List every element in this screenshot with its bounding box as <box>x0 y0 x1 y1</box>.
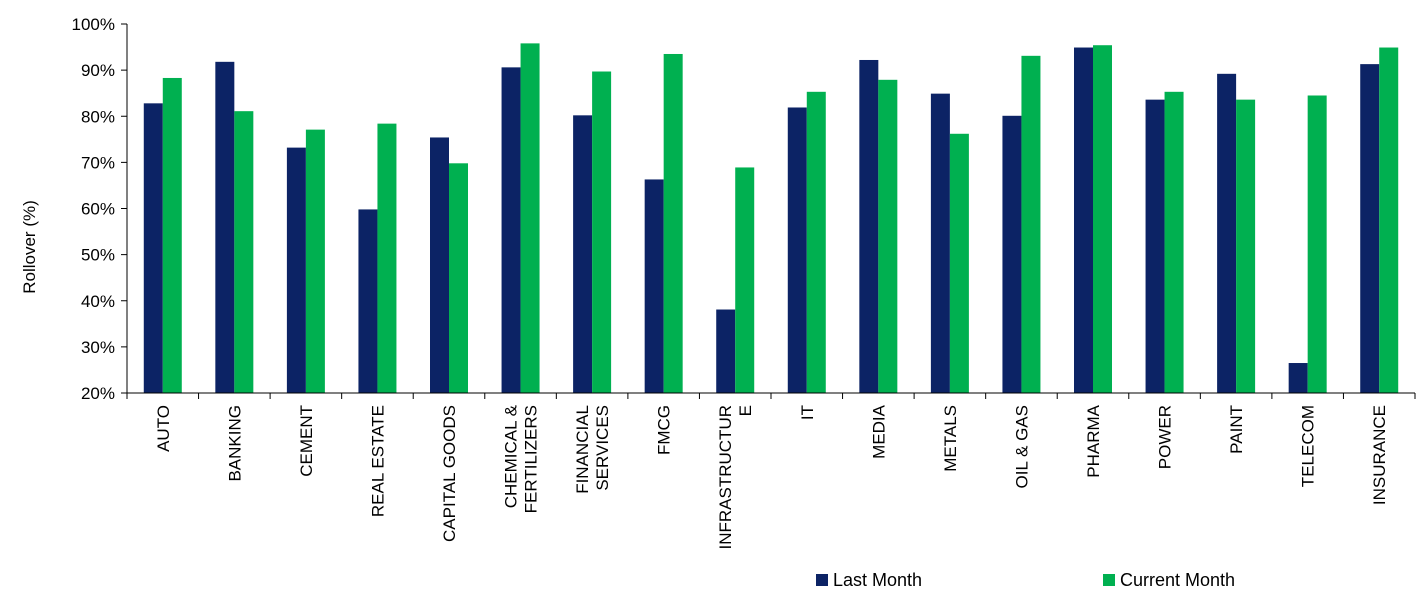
bar-last-month <box>286 147 306 393</box>
x-tick-label-line: OIL & GAS <box>1012 405 1031 488</box>
bar-last-month <box>430 137 449 393</box>
x-tick-label-line: INSURANCE <box>1370 405 1389 505</box>
bar-last-month <box>1360 64 1380 393</box>
x-tick-label-line: IT <box>798 405 817 420</box>
bar-last-month <box>501 67 521 394</box>
y-tick-label: 60% <box>81 200 115 219</box>
legend-label: Last Month <box>833 570 922 590</box>
bar-current-month <box>1379 47 1399 394</box>
y-tick-label: 30% <box>81 338 115 357</box>
x-tick-label-line: METALS <box>941 405 960 472</box>
bar-last-month <box>1288 363 1308 393</box>
bar-current-month <box>162 77 182 393</box>
bar-current-month <box>1164 91 1184 394</box>
bar-last-month <box>1217 73 1237 393</box>
y-tick-label: 80% <box>81 107 115 126</box>
x-tick-label-line: REAL ESTATE <box>368 405 387 517</box>
bar-current-month <box>878 79 898 393</box>
bar-current-month <box>449 163 468 393</box>
y-tick-label: 20% <box>81 384 115 403</box>
y-tick-label: 40% <box>81 292 115 311</box>
x-tick-label-line: TELECOM <box>1299 405 1318 487</box>
bar-last-month <box>644 179 664 393</box>
x-tick-label: INFRASTRUCTUR E <box>716 405 755 550</box>
bar-last-month <box>930 93 950 394</box>
bar-last-month <box>787 107 807 393</box>
y-tick-label: 90% <box>81 61 115 80</box>
x-tick-label-line: FINANCIAL <box>573 405 592 494</box>
bar-last-month <box>1074 47 1093 394</box>
x-tick-label-line: POWER <box>1156 405 1175 469</box>
x-tick-label-line: INFRASTRUCTUR <box>716 405 735 550</box>
bar-current-month <box>520 43 540 394</box>
x-tick-label-line: FMCG <box>655 405 674 455</box>
bar-last-month <box>573 115 593 393</box>
bar-last-month <box>215 61 235 393</box>
bars <box>143 43 1399 394</box>
x-tick-label: FMCG <box>655 405 674 455</box>
x-tick-label-line: PAINT <box>1227 405 1246 454</box>
x-tick-label: INSURANCE <box>1370 405 1389 505</box>
legend-swatch <box>816 574 828 586</box>
x-tick-label: CHEMICAL & FERTILIZERS <box>502 404 541 513</box>
legend-swatch <box>1103 574 1115 586</box>
bar-last-month <box>1002 115 1022 393</box>
bar-current-month <box>234 111 254 394</box>
x-tick-label: AUTO <box>154 405 173 452</box>
x-tick-label: IT <box>798 405 817 420</box>
x-tick-label: CAPITAL GOODS <box>440 405 459 542</box>
y-axis: 20% 30% 40% 50% 60% 70% 80% 90% 100% <box>72 15 128 403</box>
bar-current-month <box>949 133 969 393</box>
x-tick-label: PAINT <box>1227 405 1246 454</box>
x-tick-label-line: SERVICES <box>593 405 612 491</box>
x-tick-label: OIL & GAS <box>1012 405 1031 488</box>
x-tick-label-line: CEMENT <box>297 405 316 477</box>
x-tick-label-line: CAPITAL GOODS <box>440 405 459 542</box>
x-tick-label-line: CHEMICAL & <box>502 404 521 508</box>
x-tick-label: POWER <box>1156 405 1175 469</box>
x-tick-label: PHARMA <box>1084 404 1103 477</box>
bar-current-month <box>305 129 325 393</box>
bar-current-month <box>592 71 612 393</box>
bar-last-month <box>143 103 163 394</box>
bar-current-month <box>1236 99 1256 394</box>
bar-current-month <box>377 123 397 393</box>
bar-last-month <box>716 309 736 393</box>
bar-last-month <box>1145 99 1165 394</box>
x-tick-label: METALS <box>941 405 960 472</box>
x-tick-label: REAL ESTATE <box>368 405 387 517</box>
bar-last-month <box>358 209 378 393</box>
bar-current-month <box>1093 45 1112 393</box>
bar-current-month <box>806 91 826 394</box>
x-tick-label-line: MEDIA <box>869 404 888 459</box>
bar-last-month <box>859 59 879 393</box>
x-tick-label: BANKING <box>225 405 244 482</box>
x-tick-label-line: PHARMA <box>1084 404 1103 477</box>
x-tick-label: FINANCIAL SERVICES <box>573 405 612 494</box>
y-tick-label: 100% <box>72 15 115 34</box>
x-tick-label: TELECOM <box>1299 405 1318 487</box>
y-tick-label: 50% <box>81 246 115 265</box>
bar-current-month <box>1021 55 1041 394</box>
x-tick-label-line: E <box>736 405 755 416</box>
x-tick-label: CEMENT <box>297 405 316 477</box>
x-axis: AUTO BANKING CEMENT REAL ESTATE CAPITAL GOOD… <box>126 392 1416 550</box>
x-tick-label-line: FERTILIZERS <box>522 405 541 513</box>
y-tick-label: 70% <box>81 153 115 172</box>
bar-current-month <box>1307 95 1327 394</box>
y-axis-title: Rollover (%) <box>20 200 39 294</box>
bar-current-month <box>663 53 683 393</box>
x-tick-label-line: AUTO <box>154 405 173 452</box>
legend-label: Current Month <box>1120 570 1235 590</box>
x-tick-label: MEDIA <box>869 404 888 459</box>
x-tick-label-line: BANKING <box>225 405 244 482</box>
bar-current-month <box>735 167 755 393</box>
legend: Last Month Current Month <box>816 570 1235 590</box>
